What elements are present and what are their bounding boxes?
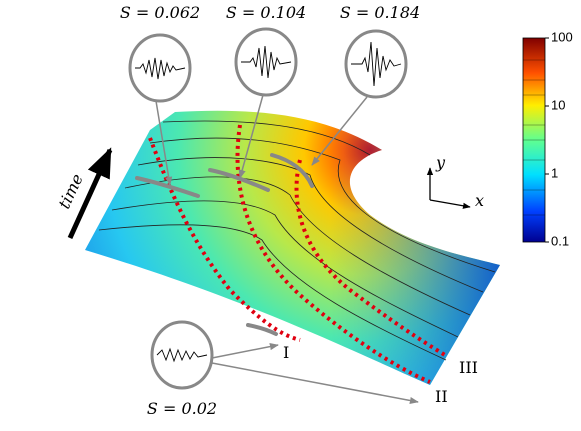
y-axis-label: y	[435, 153, 446, 172]
colorbar-tick-label: 0.1	[551, 233, 569, 248]
s-label: S = 0.104	[226, 3, 306, 22]
x-axis-label: x	[475, 191, 484, 210]
region-label: III	[459, 358, 478, 377]
colorbar-tick-label: 100	[551, 29, 573, 44]
s-label: S = 0.062	[120, 3, 200, 22]
region-label: I	[283, 343, 289, 362]
surface	[85, 110, 500, 385]
s-label: S = 0.184	[340, 3, 420, 22]
region-label: II	[435, 387, 448, 406]
colorbar-tick-label: 10	[551, 97, 565, 112]
arrows	[154, 94, 419, 405]
colorbar	[522, 37, 546, 243]
signals	[135, 41, 402, 363]
x-axis-icon	[429, 199, 471, 209]
wavefronts	[135, 153, 314, 336]
colorbar-tick-label: 1	[551, 165, 558, 180]
s-label: S = 0.02	[147, 399, 217, 418]
time-arrow	[67, 147, 113, 240]
